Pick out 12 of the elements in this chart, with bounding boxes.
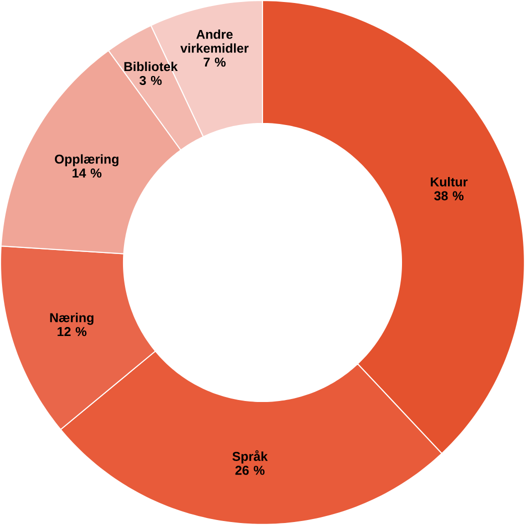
data-label: 14 % [72, 168, 102, 178]
slice-label: Næring [50, 312, 94, 325]
data-label: 38 % [434, 191, 464, 200]
slice-label: Bibliotek [124, 62, 178, 72]
slice-label: Opplæring [54, 154, 118, 166]
slice-label: Kultur [430, 177, 468, 186]
data-label: 7 % [204, 58, 226, 67]
data-label: 12 % [58, 327, 86, 336]
data-label: 26 % [235, 466, 265, 475]
data-label: 3 % [140, 76, 162, 86]
slice-label: Andre virkemidler [180, 29, 249, 53]
slice-label: Språk [232, 450, 268, 464]
